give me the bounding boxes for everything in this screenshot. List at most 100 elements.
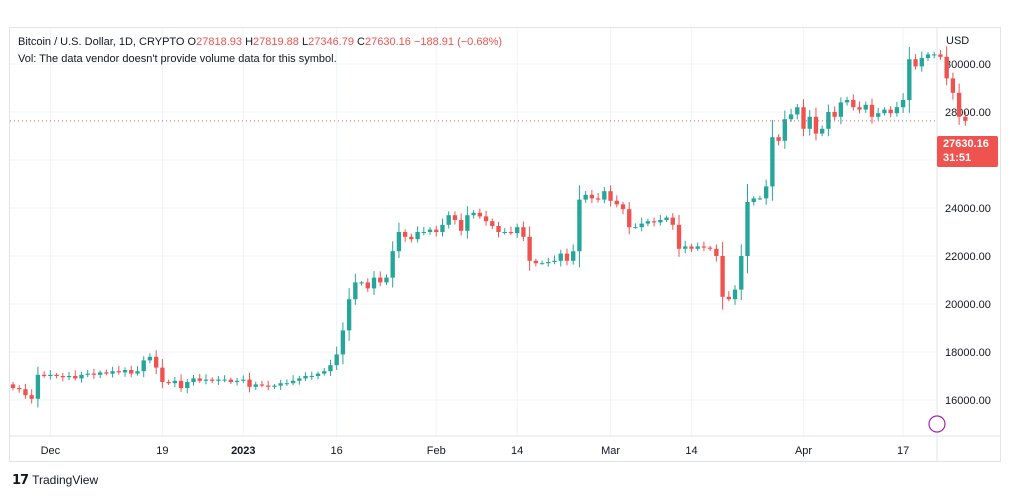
candle-body	[365, 282, 370, 289]
candle-body	[527, 236, 532, 261]
candle-body	[110, 371, 115, 374]
candle-body	[938, 54, 943, 57]
candle-body	[471, 212, 476, 216]
candle-body	[826, 112, 831, 129]
symbol-title[interactable]: Bitcoin / U.S. Dollar, 1D, CRYPTO	[18, 36, 185, 48]
x-tick-label: 17	[897, 445, 909, 457]
candle-body	[378, 277, 383, 283]
candle-body	[807, 116, 812, 129]
candle-body	[477, 212, 483, 217]
currency-label[interactable]: USD	[946, 35, 970, 47]
candle-body	[533, 260, 539, 264]
candle-body	[907, 59, 912, 100]
brand-name: TradingView	[32, 473, 99, 487]
chart-frame[interactable]: 16000.00 18000.00 20000.00 22000.00 24000.00…	[9, 27, 1001, 462]
candle-body	[222, 379, 227, 381]
candle-body	[689, 246, 694, 249]
candle-body	[944, 56, 949, 79]
candle-body	[664, 217, 669, 220]
candle-body	[645, 221, 651, 224]
candle-body	[614, 200, 619, 205]
candle-body	[770, 137, 775, 187]
candle-body	[216, 379, 221, 381]
candle-body	[913, 59, 918, 67]
x-tick-label: Feb	[427, 445, 446, 457]
y-tick-label: 16000.00	[945, 395, 991, 407]
candle-body	[851, 100, 856, 108]
x-tick-label: Mar	[601, 445, 620, 457]
candle-body	[247, 379, 252, 387]
candle-body	[900, 100, 906, 108]
tradingview-mark-icon: 𝟭𝟳	[12, 472, 29, 487]
candle-body	[197, 378, 202, 381]
candle-body	[658, 220, 663, 223]
candle-body	[60, 376, 65, 378]
candle-body	[396, 232, 402, 252]
candle-body	[147, 356, 153, 361]
candle-body	[465, 215, 470, 231]
candle-body	[732, 289, 738, 300]
candle-body	[714, 248, 719, 256]
candle-body	[266, 385, 271, 387]
candle-body	[384, 277, 389, 283]
candle-body	[571, 251, 576, 261]
candle-body	[589, 194, 595, 199]
low-label: L	[301, 36, 309, 48]
candlestick-plot[interactable]: 16000.00 18000.00 20000.00 22000.00 24000.00…	[10, 28, 1000, 461]
candle-body	[409, 236, 414, 240]
x-tick-label: 19	[156, 445, 168, 457]
candle-body	[707, 247, 713, 249]
candle-body	[79, 374, 84, 379]
candle-body	[178, 380, 184, 388]
candle-body	[726, 296, 731, 300]
candle-body	[191, 378, 196, 382]
candle-body	[639, 223, 644, 228]
candle-body	[627, 209, 632, 228]
candle-body	[956, 92, 962, 117]
candle-body	[340, 330, 346, 355]
candle-body	[502, 232, 507, 233]
candle-body	[888, 109, 893, 114]
candle-body	[813, 116, 819, 134]
x-tick-label: 2023	[231, 445, 255, 457]
candle-body	[54, 374, 59, 376]
candle-body	[788, 114, 794, 120]
candle-body	[272, 385, 277, 387]
candle-body	[371, 277, 377, 289]
candle-body	[925, 54, 931, 58]
candle-body	[322, 371, 327, 374]
candle-body	[35, 374, 41, 399]
close-value: 27630.16	[365, 36, 411, 48]
last-price-value: 27630.16	[943, 138, 989, 150]
candle-body	[135, 371, 140, 374]
low-value: 27346.79	[308, 36, 354, 48]
candle-body	[23, 389, 28, 396]
candle-body	[129, 370, 134, 374]
candle-body	[894, 107, 900, 114]
candle-body	[876, 113, 881, 117]
candle-body	[203, 379, 209, 381]
candle-body	[166, 382, 171, 384]
last-price-tag: 27630.16 31:51	[937, 136, 998, 167]
candle-body	[763, 186, 769, 199]
candle-body	[620, 204, 626, 210]
candle-body	[695, 246, 700, 249]
x-tick-label: 16	[331, 445, 343, 457]
candle-body	[670, 217, 675, 225]
tradingview-logo[interactable]: 𝟭𝟳 TradingView	[12, 472, 98, 488]
candle-body	[91, 373, 97, 375]
candle-body	[10, 384, 16, 388]
candle-body	[309, 376, 314, 377]
candle-body	[751, 198, 756, 202]
candle-body	[950, 78, 956, 93]
candle-body	[963, 116, 968, 121]
candle-body	[172, 380, 178, 384]
candle-body	[782, 119, 788, 141]
candle-body	[17, 388, 22, 390]
candle-body	[402, 232, 408, 237]
candle-body	[73, 376, 78, 379]
candle-body	[328, 365, 333, 372]
candle-body	[857, 107, 862, 110]
candle-body	[141, 360, 146, 372]
candle-body	[676, 224, 682, 249]
